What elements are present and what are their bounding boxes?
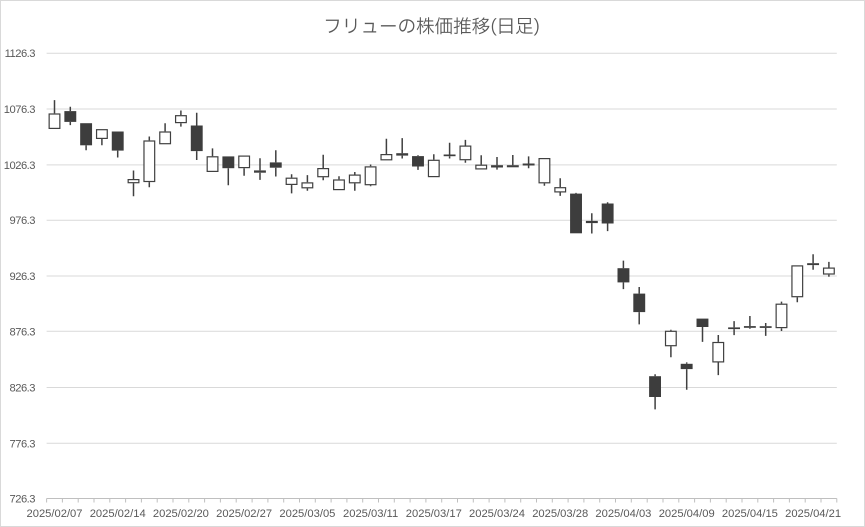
svg-text:2025/03/05: 2025/03/05 — [279, 508, 335, 520]
svg-text:2025/02/07: 2025/02/07 — [27, 508, 83, 520]
svg-text:2025/02/20: 2025/02/20 — [153, 508, 209, 520]
svg-text:2025/02/27: 2025/02/27 — [216, 508, 272, 520]
svg-text:2025/03/28: 2025/03/28 — [532, 508, 588, 520]
svg-text:826.3: 826.3 — [10, 383, 36, 395]
svg-text:2025/04/15: 2025/04/15 — [722, 508, 778, 520]
svg-text:2025/02/14: 2025/02/14 — [90, 508, 146, 520]
svg-text:926.3: 926.3 — [10, 271, 36, 283]
svg-text:2025/04/21: 2025/04/21 — [785, 508, 841, 520]
svg-text:876.3: 876.3 — [10, 326, 36, 338]
svg-text:976.3: 976.3 — [10, 215, 36, 227]
svg-text:2025/04/03: 2025/04/03 — [595, 508, 651, 520]
svg-text:1026.3: 1026.3 — [4, 160, 35, 172]
svg-text:2025/03/11: 2025/03/11 — [343, 508, 398, 520]
svg-text:2025/03/17: 2025/03/17 — [406, 508, 462, 520]
svg-text:726.3: 726.3 — [10, 494, 36, 506]
svg-text:776.3: 776.3 — [10, 438, 36, 450]
svg-text:1076.3: 1076.3 — [4, 104, 35, 116]
svg-text:1126.3: 1126.3 — [5, 48, 36, 60]
svg-text:2025/04/09: 2025/04/09 — [659, 508, 715, 520]
svg-text:2025/03/24: 2025/03/24 — [469, 508, 525, 520]
